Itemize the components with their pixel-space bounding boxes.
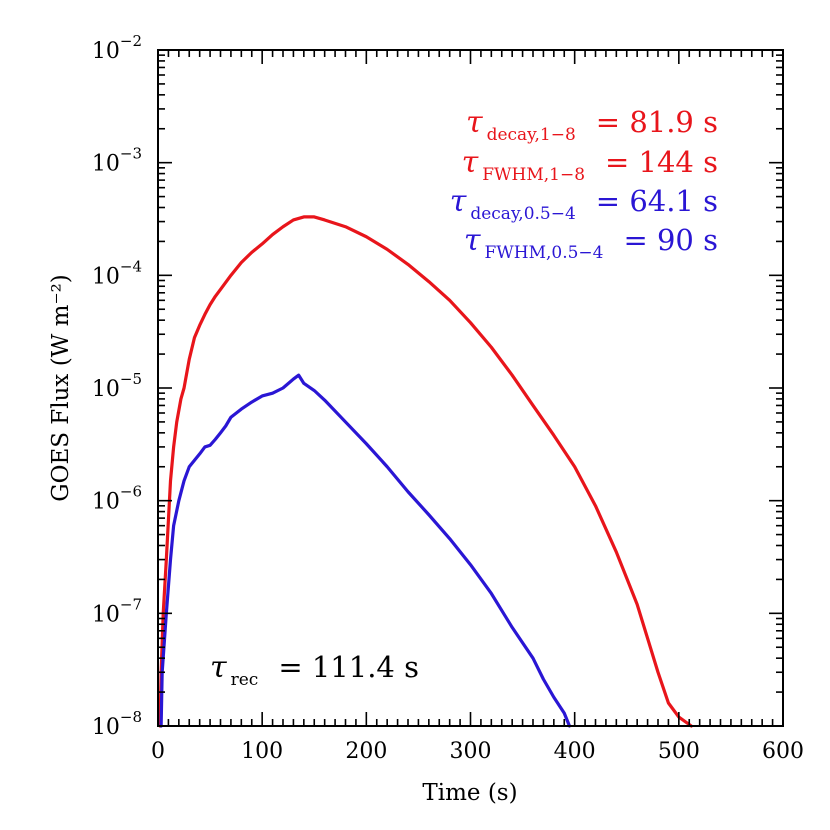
y-tick-label: 10−6	[92, 483, 142, 515]
tau-symbol: τ	[210, 650, 227, 685]
annotation-subscript: FWHM,1−8	[482, 165, 585, 185]
y-tick-label: 10−5	[92, 370, 142, 402]
annotation-rec: τ rec = 111.4 s	[210, 650, 419, 690]
x-tick-label: 500	[658, 739, 700, 764]
x-tick-label: 400	[554, 739, 596, 764]
x-tick-label: 300	[450, 739, 492, 764]
y-tick-label: 10−3	[92, 145, 142, 177]
tau-symbol: τ	[462, 145, 479, 180]
x-tick-label: 600	[762, 739, 804, 764]
x-axis-title: Time (s)	[422, 780, 517, 806]
x-tick-label: 0	[151, 739, 165, 764]
plot-series	[158, 215, 693, 728]
series-line-1	[159, 373, 572, 728]
tau-symbol: τ	[466, 105, 483, 140]
tick-labels: 0 100 200 300 400 500 600 10−8 10−7 10−6 10−5 10−4 1…	[92, 32, 804, 764]
annotation-value: = 111.4 s	[278, 650, 419, 684]
annotation-subscript: decay,0.5−4	[470, 204, 575, 224]
tau-symbol: τ	[450, 184, 467, 219]
annotation-decay-0-5-4: τ decay,0.5−4 = 64.1 s	[450, 184, 718, 224]
y-tick-label: 10−8	[92, 708, 142, 740]
y-tick-label: 10−4	[92, 257, 142, 289]
annotation-value: = 64.1 s	[596, 184, 718, 218]
x-tick-label: 200	[345, 739, 387, 764]
annotation-decay-1-8: τ decay,1−8 = 81.9 s	[466, 105, 718, 145]
x-tick-label: 100	[241, 739, 283, 764]
tau-symbol: τ	[464, 223, 481, 258]
annotation-value: = 144 s	[605, 145, 718, 179]
annotation-fwhm-0-5-4: τ FWHM,0.5−4 = 90 s	[464, 223, 718, 263]
annotation-fwhm-1-8: τ FWHM,1−8 = 144 s	[462, 145, 718, 185]
series-line-0	[158, 215, 693, 728]
annotation-subscript: decay,1−8	[487, 125, 576, 145]
y-tick-label: 10−7	[92, 595, 142, 627]
y-tick-label: 10−2	[92, 32, 142, 64]
annotation-subscript: FWHM,0.5−4	[484, 243, 603, 263]
annotation-value: = 90 s	[623, 223, 718, 257]
annotations: τ decay,1−8 = 81.9 s τ FWHM,1−8 = 144 s …	[210, 105, 718, 690]
annotation-value: = 81.9 s	[596, 105, 718, 139]
y-axis-title: GOES Flux (W m⁻²)	[48, 274, 74, 502]
axis-ticks	[157, 49, 784, 727]
annotation-subscript: rec	[231, 670, 259, 690]
